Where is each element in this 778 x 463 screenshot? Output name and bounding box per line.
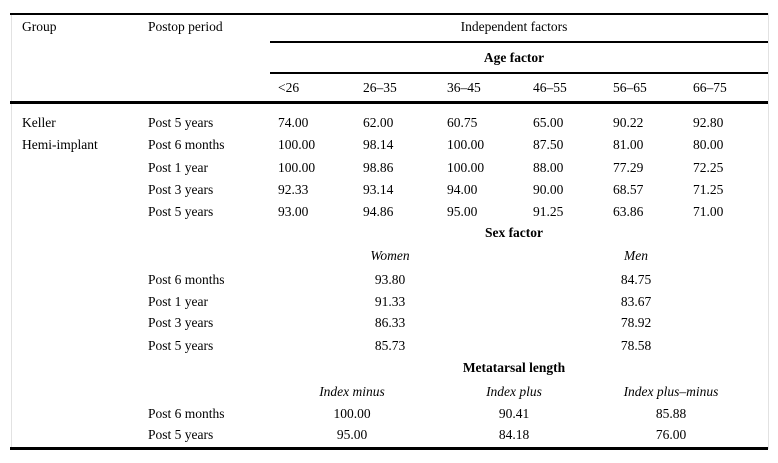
table-row: Post 5 years 85.73 78.58: [0, 335, 778, 357]
sex-col-header-women: Women: [370, 248, 410, 263]
table-cell: 90.41: [498, 406, 530, 421]
table-cell: 94.00: [447, 182, 478, 197]
table-cell: 100.00: [278, 137, 316, 152]
age-columns-header-row: <26 26–35 36–45 46–55 56–65 66–75: [0, 77, 778, 99]
age-col-header: 56–65: [613, 80, 647, 95]
table-rule-bottom: [10, 447, 768, 450]
age-col-header: 26–35: [363, 80, 397, 95]
table-cell: 74.00: [278, 115, 309, 130]
table-cell: 77.29: [613, 160, 644, 175]
section-title-sex-factor: Sex factor: [484, 225, 544, 240]
table-cell: 80.00: [693, 137, 724, 152]
rule-under-independent: [270, 41, 768, 43]
table-cell: 71.25: [693, 182, 724, 197]
table-row: Post 5 years 93.00 94.86 95.00 91.25 63.…: [0, 201, 778, 223]
column-header-group: Group: [22, 19, 57, 34]
table-cell: 88.00: [533, 160, 564, 175]
table-cell: 100.00: [447, 137, 485, 152]
age-col-header: 66–75: [693, 80, 727, 95]
group-label: Keller: [22, 115, 56, 130]
table-row: Post 1 year 91.33 83.67: [0, 291, 778, 313]
table-row: Keller Post 5 years 74.00 62.00 60.75 65…: [0, 112, 778, 134]
postop-label: Post 3 years: [148, 315, 214, 330]
table-cell: 100.00: [447, 160, 485, 175]
section-title-age-factor: Age factor: [483, 50, 545, 65]
table-rule-top: [10, 13, 768, 15]
table-cell: 76.00: [655, 427, 687, 442]
table-cell: 71.00: [693, 204, 724, 219]
column-header-independent: Independent factors: [460, 19, 568, 34]
table-cell: 93.00: [278, 204, 309, 219]
table-cell: 94.86: [363, 204, 394, 219]
table-cell: 98.86: [363, 160, 394, 175]
postop-label: Post 6 months: [148, 406, 225, 421]
table-header-row: Group Postop period Independent factors: [0, 16, 778, 38]
group-label: Hemi-implant: [22, 137, 98, 152]
postop-label: Post 5 years: [148, 204, 214, 219]
column-header-postop: Postop period: [148, 19, 223, 34]
table-cell: 87.50: [533, 137, 564, 152]
postop-label: Post 1 year: [148, 294, 208, 309]
postop-label: Post 6 months: [148, 272, 225, 287]
table-cell: 93.80: [374, 272, 406, 287]
table-cell: 78.92: [620, 315, 652, 330]
age-col-header: 36–45: [447, 80, 481, 95]
table-cell: 95.00: [447, 204, 478, 219]
table-row: Post 3 years 92.33 93.14 94.00 90.00 68.…: [0, 179, 778, 201]
table-cell: 63.86: [613, 204, 644, 219]
table-cell: 81.00: [613, 137, 644, 152]
rule-under-age-factor: [270, 72, 768, 74]
postop-label: Post 5 years: [148, 338, 214, 353]
table-row: Post 1 year 100.00 98.86 100.00 88.00 77…: [0, 157, 778, 179]
table-row: Post 5 years 95.00 84.18 76.00: [0, 424, 778, 446]
age-col-header: 46–55: [533, 80, 567, 95]
table-cell: 78.58: [620, 338, 652, 353]
metatarsal-col-header-index-plus-minus: Index plus–minus: [623, 384, 719, 399]
table-cell: 90.22: [613, 115, 644, 130]
table-cell: 91.25: [533, 204, 564, 219]
rule-header-separator: [10, 101, 768, 104]
metatarsal-columns-header-row: Index minus Index plus Index plus–minus: [0, 381, 778, 403]
table-cell: 92.33: [278, 182, 309, 197]
metatarsal-col-header-index-plus: Index plus: [486, 384, 542, 399]
table-cell: 84.75: [620, 272, 652, 287]
table-cell: 95.00: [336, 427, 368, 442]
table-cell: 100.00: [333, 406, 371, 421]
table-cell: 72.25: [693, 160, 724, 175]
section-title-metatarsal-length: Metatarsal length: [462, 360, 566, 375]
table-cell: 62.00: [363, 115, 394, 130]
postop-label: Post 3 years: [148, 182, 214, 197]
sex-factor-heading-row: Sex factor: [0, 222, 778, 244]
sex-columns-header-row: Women Men: [0, 245, 778, 267]
table-cell: 90.00: [533, 182, 564, 197]
table-cell: 65.00: [533, 115, 564, 130]
table-cell: 83.67: [620, 294, 652, 309]
age-col-header: <26: [278, 80, 300, 95]
age-factor-heading-row: Age factor: [0, 47, 778, 69]
postop-label: Post 5 years: [148, 115, 214, 130]
table-frame: [11, 13, 769, 449]
table-cell: 93.14: [363, 182, 394, 197]
table-cell: 98.14: [363, 137, 394, 152]
table-cell: 60.75: [447, 115, 478, 130]
postop-label: Post 1 year: [148, 160, 208, 175]
metatarsal-heading-row: Metatarsal length: [0, 357, 778, 379]
table-cell: 100.00: [278, 160, 316, 175]
table-cell: 84.18: [498, 427, 530, 442]
table-cell: 85.88: [655, 406, 687, 421]
table-row: Hemi-implant Post 6 months 100.00 98.14 …: [0, 134, 778, 156]
metatarsal-col-header-index-minus: Index minus: [319, 384, 385, 399]
table-cell: 85.73: [374, 338, 406, 353]
table-row: Post 6 months 100.00 90.41 85.88: [0, 403, 778, 425]
table-row: Post 6 months 93.80 84.75: [0, 269, 778, 291]
postop-label: Post 6 months: [148, 137, 225, 152]
postop-label: Post 5 years: [148, 427, 214, 442]
table-row: Post 3 years 86.33 78.92: [0, 312, 778, 334]
table-cell: 68.57: [613, 182, 644, 197]
table-cell: 91.33: [374, 294, 406, 309]
table-cell: 92.80: [693, 115, 724, 130]
table-cell: 86.33: [374, 315, 406, 330]
sex-col-header-men: Men: [624, 248, 648, 263]
